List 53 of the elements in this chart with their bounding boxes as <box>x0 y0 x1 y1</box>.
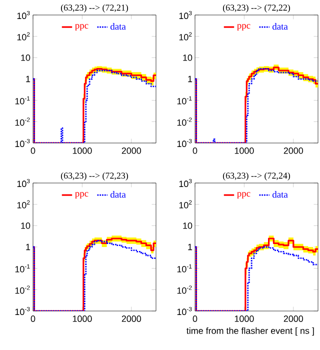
y-tick-label: 10$^{3}$ <box>17 10 30 20</box>
x-tick-label: 1000 <box>72 148 92 154</box>
y-tick-label: 10$^{-1}$ <box>15 264 30 272</box>
x-tick-label: 0 <box>192 148 198 154</box>
y-tick-label: 10$^{-2}$ <box>15 118 30 126</box>
x-tick-label: 0 <box>30 316 36 322</box>
legend-label: data <box>272 23 288 30</box>
y-tick-label: 10 <box>21 222 30 229</box>
y-tick-label: 10 <box>21 54 30 61</box>
y-tick-label: 10$^{-2}$ <box>177 286 192 294</box>
x-tick-label: 2000 <box>284 148 304 154</box>
x-tick-label: 2000 <box>122 148 142 154</box>
y-tick-label: 10$^{-3}$ <box>177 138 192 148</box>
x-axis-title: time from the flasher event [ ns ] <box>186 327 314 336</box>
y-tick-label: 1 <box>188 76 192 82</box>
legend-label: data <box>110 191 126 198</box>
x-tick-label: 0 <box>192 316 198 322</box>
y-tick-label: 10 <box>183 54 192 61</box>
chart-title: (63,23) --> (72,22) <box>222 4 290 12</box>
x-tick-label: 1000 <box>72 316 92 322</box>
legend-label: ppc <box>75 192 88 199</box>
x-tick-label: 2000 <box>284 316 304 322</box>
x-tick-label: 0 <box>30 148 36 154</box>
legend-label: ppc <box>75 24 88 31</box>
legend-label: ppc <box>237 192 250 199</box>
x-tick-label: 2000 <box>122 316 142 322</box>
y-tick-label: 10$^{-2}$ <box>177 118 192 126</box>
y-tick-label: 10$^{-1}$ <box>15 96 30 104</box>
y-tick-label: 10$^{-3}$ <box>15 306 30 316</box>
y-tick-label: 10 <box>183 222 192 229</box>
y-tick-label: 10$^{-3}$ <box>177 306 192 316</box>
chart-title: (63,23) --> (72,23) <box>60 172 128 180</box>
y-tick-label: 10$^{3}$ <box>17 178 30 188</box>
y-tick-label: 10$^{-2}$ <box>15 286 30 294</box>
y-tick-label: 1 <box>188 244 192 250</box>
chart-title: (63,23) --> (72,24) <box>222 172 290 180</box>
legend-label: data <box>110 23 126 30</box>
y-tick-label: 1 <box>26 76 30 82</box>
y-tick-label: 1 <box>26 244 30 250</box>
legend-label: data <box>272 191 288 198</box>
x-tick-label: 1000 <box>234 148 254 154</box>
y-tick-label: 10$^{2}$ <box>17 200 30 208</box>
y-tick-label: 10$^{-3}$ <box>15 138 30 148</box>
x-tick-label: 1000 <box>234 316 254 322</box>
chart-title: (63,23) --> (72,21) <box>60 4 128 12</box>
y-tick-label: 10$^{3}$ <box>179 10 192 20</box>
legend-label: ppc <box>237 24 250 31</box>
y-tick-label: 10$^{-1}$ <box>177 264 192 272</box>
y-tick-label: 10$^{2}$ <box>17 32 30 40</box>
y-tick-label: 10$^{2}$ <box>179 32 192 40</box>
y-tick-label: 10$^{3}$ <box>179 178 192 188</box>
y-tick-label: 10$^{2}$ <box>179 200 192 208</box>
y-tick-label: 10$^{-1}$ <box>177 96 192 104</box>
